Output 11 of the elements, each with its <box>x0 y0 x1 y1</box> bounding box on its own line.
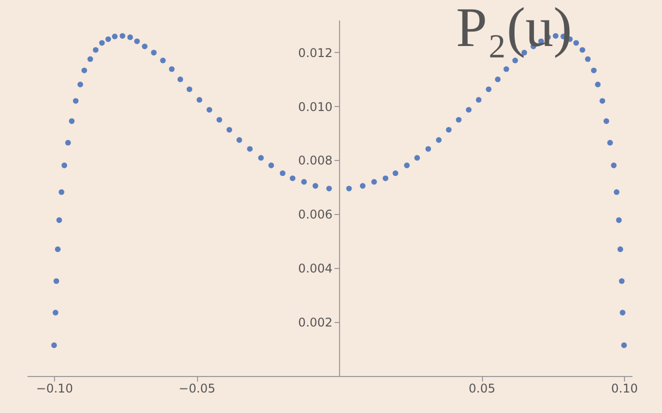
x-tick-label: 0.05 <box>468 382 496 396</box>
x-tick-label: −0.10 <box>36 382 73 396</box>
x-tick-label: 0.10 <box>611 382 638 396</box>
y-tick-label: 0.002 <box>298 316 333 330</box>
x-tick-label: −0.05 <box>178 382 216 396</box>
y-tick-label: 0.012 <box>298 46 333 60</box>
chart-title: P₂(u) <box>456 0 572 59</box>
y-tick-label: 0.004 <box>298 262 333 276</box>
y-tick-label: 0.010 <box>298 100 333 114</box>
y-tick-label: 0.008 <box>298 154 333 168</box>
y-tick-label: 0.006 <box>298 208 333 222</box>
